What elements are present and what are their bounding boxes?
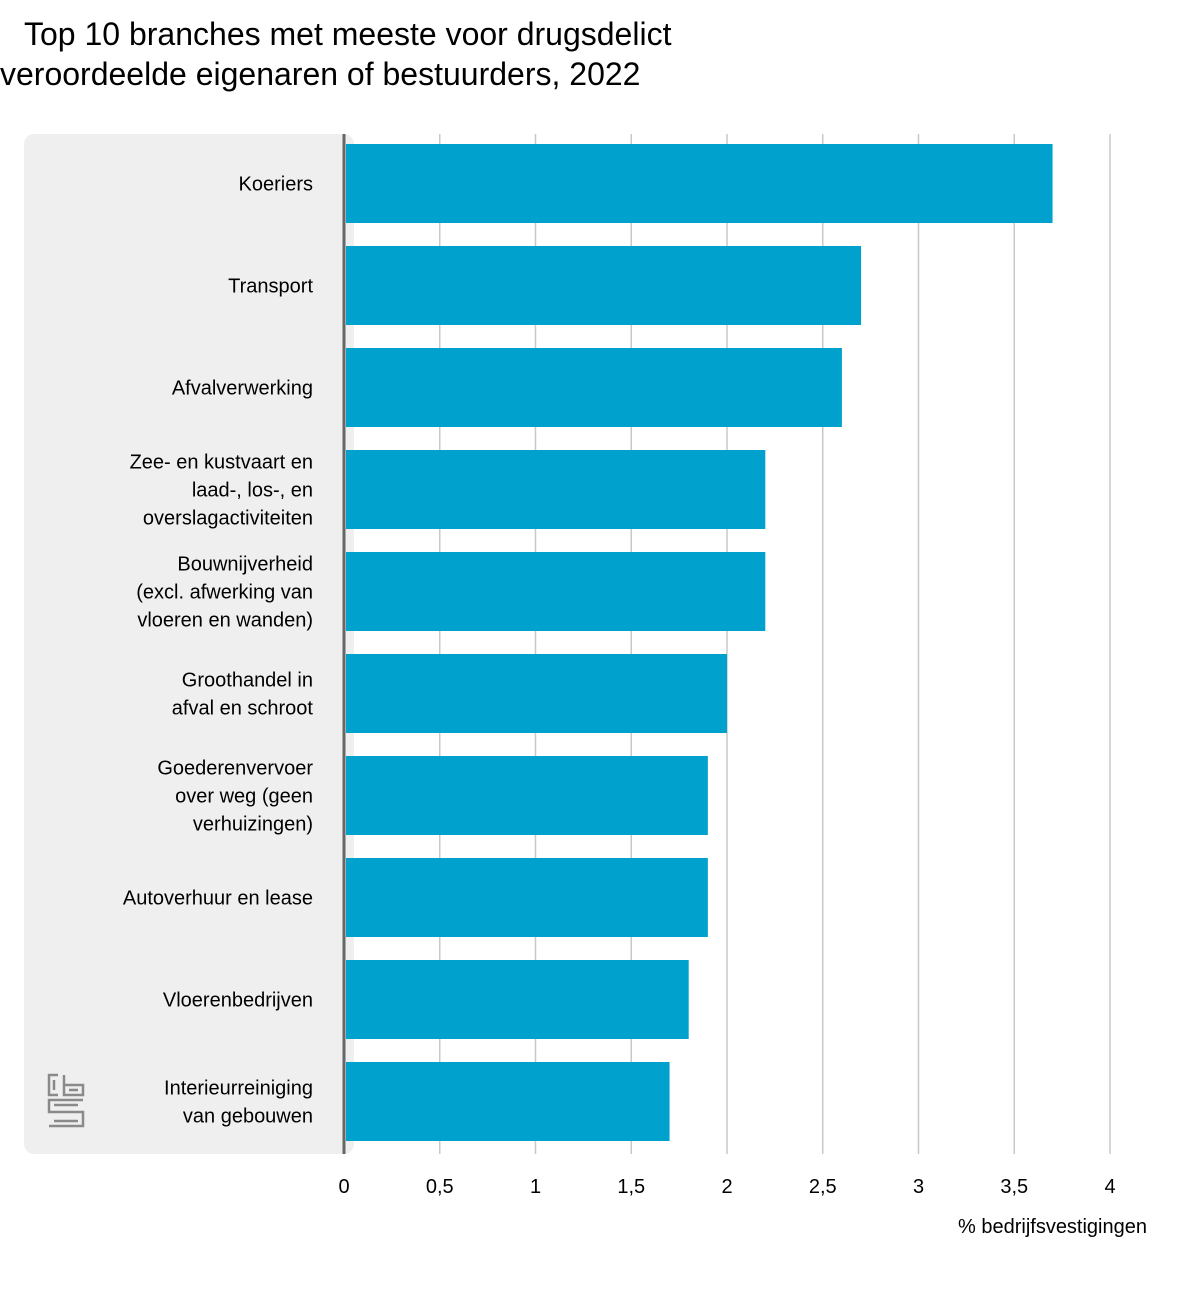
bar [346, 960, 689, 1039]
bar [346, 1062, 670, 1141]
category-label: Transport [228, 276, 313, 298]
bar [346, 756, 708, 835]
x-tick-label: 0,5 [426, 1176, 454, 1198]
category-label: afval en schroot [172, 698, 314, 720]
bar [346, 552, 766, 631]
x-tick-label: 2,5 [809, 1176, 837, 1198]
category-label: (excl. afwerking van [136, 582, 313, 604]
category-label: Goederenvervoer [157, 758, 313, 780]
category-label: verhuizingen) [193, 814, 313, 836]
bar [346, 450, 766, 529]
x-tick-label: 3,5 [1000, 1176, 1028, 1198]
category-label: laad-, los-, en [192, 480, 313, 502]
bar [346, 654, 727, 733]
chart-title: Top 10 branches met meeste voor drugsdel… [0, 14, 671, 94]
bar [346, 144, 1053, 223]
category-label: Interieurreiniging [164, 1078, 313, 1100]
x-tick-label: 1,5 [617, 1176, 645, 1198]
category-label: overslagactiviteiten [143, 508, 313, 530]
bars [346, 144, 1053, 1141]
x-tick-label: 0 [338, 1176, 349, 1198]
x-tick-label: 3 [913, 1176, 924, 1198]
category-label: Vloerenbedrijven [163, 990, 313, 1012]
bar [346, 858, 708, 937]
category-labels: Koeriers Transport Afvalverwerking Zee- en … [123, 174, 314, 1128]
category-label: Groothandel in [182, 670, 313, 692]
x-axis-label: % bedrijfsvestigingen [958, 1216, 1147, 1238]
bar [346, 246, 862, 325]
category-label: van gebouwen [183, 1106, 313, 1128]
category-label: Autoverhuur en lease [123, 888, 313, 910]
category-label: Zee- en kustvaart en [130, 452, 313, 474]
x-tick-label: 2 [721, 1176, 732, 1198]
category-label: vloeren en wanden) [137, 610, 313, 632]
category-label: over weg (geen [175, 786, 313, 808]
cbs-logo-icon: cbs [47, 1073, 85, 1128]
bar [346, 348, 842, 427]
category-label: Koeriers [239, 174, 313, 196]
x-tick-label: 1 [530, 1176, 541, 1198]
chart-title-line-1: Top 10 branches met meeste voor drugsdel… [24, 16, 672, 52]
label-panel [24, 134, 354, 1154]
chart-title-line-2: veroordeelde eigenaren of bestuurders, 2… [0, 56, 641, 92]
x-tick-labels: 0 0,5 1 1,5 2 2,5 3 3,5 4 [338, 1176, 1115, 1198]
x-tick-label: 4 [1104, 1176, 1115, 1198]
category-label: Bouwnijverheid [177, 554, 313, 576]
category-label: Afvalverwerking [172, 378, 313, 400]
